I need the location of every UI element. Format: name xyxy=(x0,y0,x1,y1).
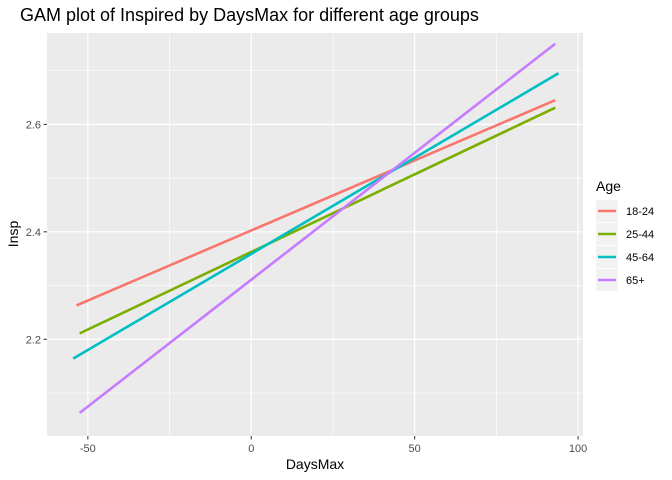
legend: Age 18-24 25-44 45-64 65+ xyxy=(596,178,654,291)
series-line-45-64 xyxy=(72,72,560,360)
x-axis-title: DaysMax xyxy=(286,456,344,472)
series-lines xyxy=(72,42,560,414)
legend-label-45-64: 45-64 xyxy=(626,252,654,264)
x-tick-label: 50 xyxy=(409,443,421,455)
major-gridlines xyxy=(47,33,583,436)
series-line-25-44 xyxy=(79,106,556,335)
series-line-18-24 xyxy=(75,98,556,307)
series-line-65+ xyxy=(78,42,557,414)
y-axis-title: Insp xyxy=(5,221,21,248)
x-tick-label: 100 xyxy=(569,443,587,455)
legend-label-18-24: 18-24 xyxy=(626,206,654,218)
y-axis-ticks: 2.2 2.4 2.6 xyxy=(26,119,47,346)
y-tick-label: 2.6 xyxy=(26,119,41,131)
minor-gridlines xyxy=(47,33,583,436)
legend-label-65+: 65+ xyxy=(626,275,645,287)
x-axis-ticks: -50 0 50 100 xyxy=(80,436,587,455)
legend-label-25-44: 25-44 xyxy=(626,229,654,241)
y-tick-label: 2.4 xyxy=(26,227,41,239)
chart-title: GAM plot of Inspired by DaysMax for diff… xyxy=(20,5,479,25)
x-tick-label: -50 xyxy=(80,443,96,455)
legend-title: Age xyxy=(596,178,621,194)
x-tick-label: 0 xyxy=(248,443,254,455)
y-tick-label: 2.2 xyxy=(26,334,41,346)
